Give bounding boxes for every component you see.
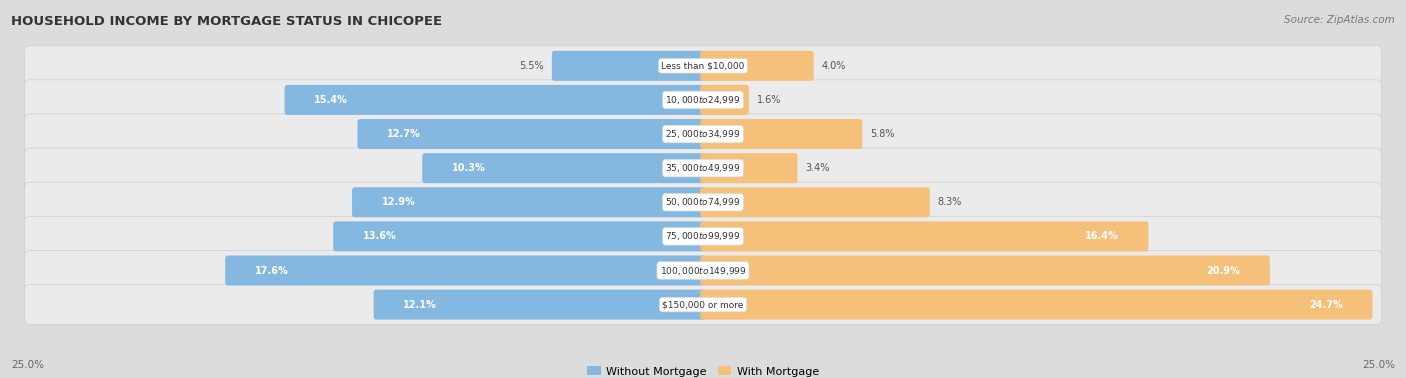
FancyBboxPatch shape xyxy=(422,153,706,183)
FancyBboxPatch shape xyxy=(700,290,1372,320)
FancyBboxPatch shape xyxy=(225,256,706,285)
FancyBboxPatch shape xyxy=(25,285,1381,325)
FancyBboxPatch shape xyxy=(333,222,706,251)
FancyBboxPatch shape xyxy=(374,290,706,320)
Text: 1.6%: 1.6% xyxy=(756,95,782,105)
Text: 15.4%: 15.4% xyxy=(315,95,349,105)
FancyBboxPatch shape xyxy=(357,119,706,149)
FancyBboxPatch shape xyxy=(700,85,749,115)
Text: Source: ZipAtlas.com: Source: ZipAtlas.com xyxy=(1284,15,1395,25)
Text: $35,000 to $49,999: $35,000 to $49,999 xyxy=(665,162,741,174)
FancyBboxPatch shape xyxy=(700,51,814,81)
FancyBboxPatch shape xyxy=(352,187,706,217)
Text: Less than $10,000: Less than $10,000 xyxy=(661,61,745,70)
FancyBboxPatch shape xyxy=(25,148,1381,188)
FancyBboxPatch shape xyxy=(25,250,1381,291)
Text: $100,000 to $149,999: $100,000 to $149,999 xyxy=(659,265,747,276)
Legend: Without Mortgage, With Mortgage: Without Mortgage, With Mortgage xyxy=(582,362,824,378)
Text: 24.7%: 24.7% xyxy=(1309,300,1343,310)
Text: 3.4%: 3.4% xyxy=(806,163,830,173)
Text: $25,000 to $34,999: $25,000 to $34,999 xyxy=(665,128,741,140)
FancyBboxPatch shape xyxy=(284,85,706,115)
FancyBboxPatch shape xyxy=(25,182,1381,222)
FancyBboxPatch shape xyxy=(25,216,1381,257)
FancyBboxPatch shape xyxy=(25,80,1381,120)
FancyBboxPatch shape xyxy=(700,187,929,217)
FancyBboxPatch shape xyxy=(25,114,1381,154)
Text: 12.9%: 12.9% xyxy=(382,197,416,207)
FancyBboxPatch shape xyxy=(700,256,1270,285)
Text: 12.7%: 12.7% xyxy=(387,129,420,139)
Text: HOUSEHOLD INCOME BY MORTGAGE STATUS IN CHICOPEE: HOUSEHOLD INCOME BY MORTGAGE STATUS IN C… xyxy=(11,15,443,28)
Text: 16.4%: 16.4% xyxy=(1085,231,1119,242)
Text: $50,000 to $74,999: $50,000 to $74,999 xyxy=(665,196,741,208)
Text: 25.0%: 25.0% xyxy=(11,361,44,370)
Text: 20.9%: 20.9% xyxy=(1206,265,1240,276)
Text: 25.0%: 25.0% xyxy=(1362,361,1395,370)
Text: 17.6%: 17.6% xyxy=(254,265,288,276)
FancyBboxPatch shape xyxy=(700,153,797,183)
Text: 12.1%: 12.1% xyxy=(404,300,437,310)
Text: 13.6%: 13.6% xyxy=(363,231,396,242)
FancyBboxPatch shape xyxy=(700,222,1149,251)
Text: $75,000 to $99,999: $75,000 to $99,999 xyxy=(665,230,741,242)
Text: $10,000 to $24,999: $10,000 to $24,999 xyxy=(665,94,741,106)
FancyBboxPatch shape xyxy=(700,119,862,149)
Text: 5.5%: 5.5% xyxy=(519,61,544,71)
Text: 4.0%: 4.0% xyxy=(821,61,846,71)
FancyBboxPatch shape xyxy=(25,46,1381,86)
FancyBboxPatch shape xyxy=(551,51,706,81)
Text: 5.8%: 5.8% xyxy=(870,129,894,139)
Text: 10.3%: 10.3% xyxy=(451,163,485,173)
Text: $150,000 or more: $150,000 or more xyxy=(662,300,744,309)
Text: 8.3%: 8.3% xyxy=(938,197,962,207)
